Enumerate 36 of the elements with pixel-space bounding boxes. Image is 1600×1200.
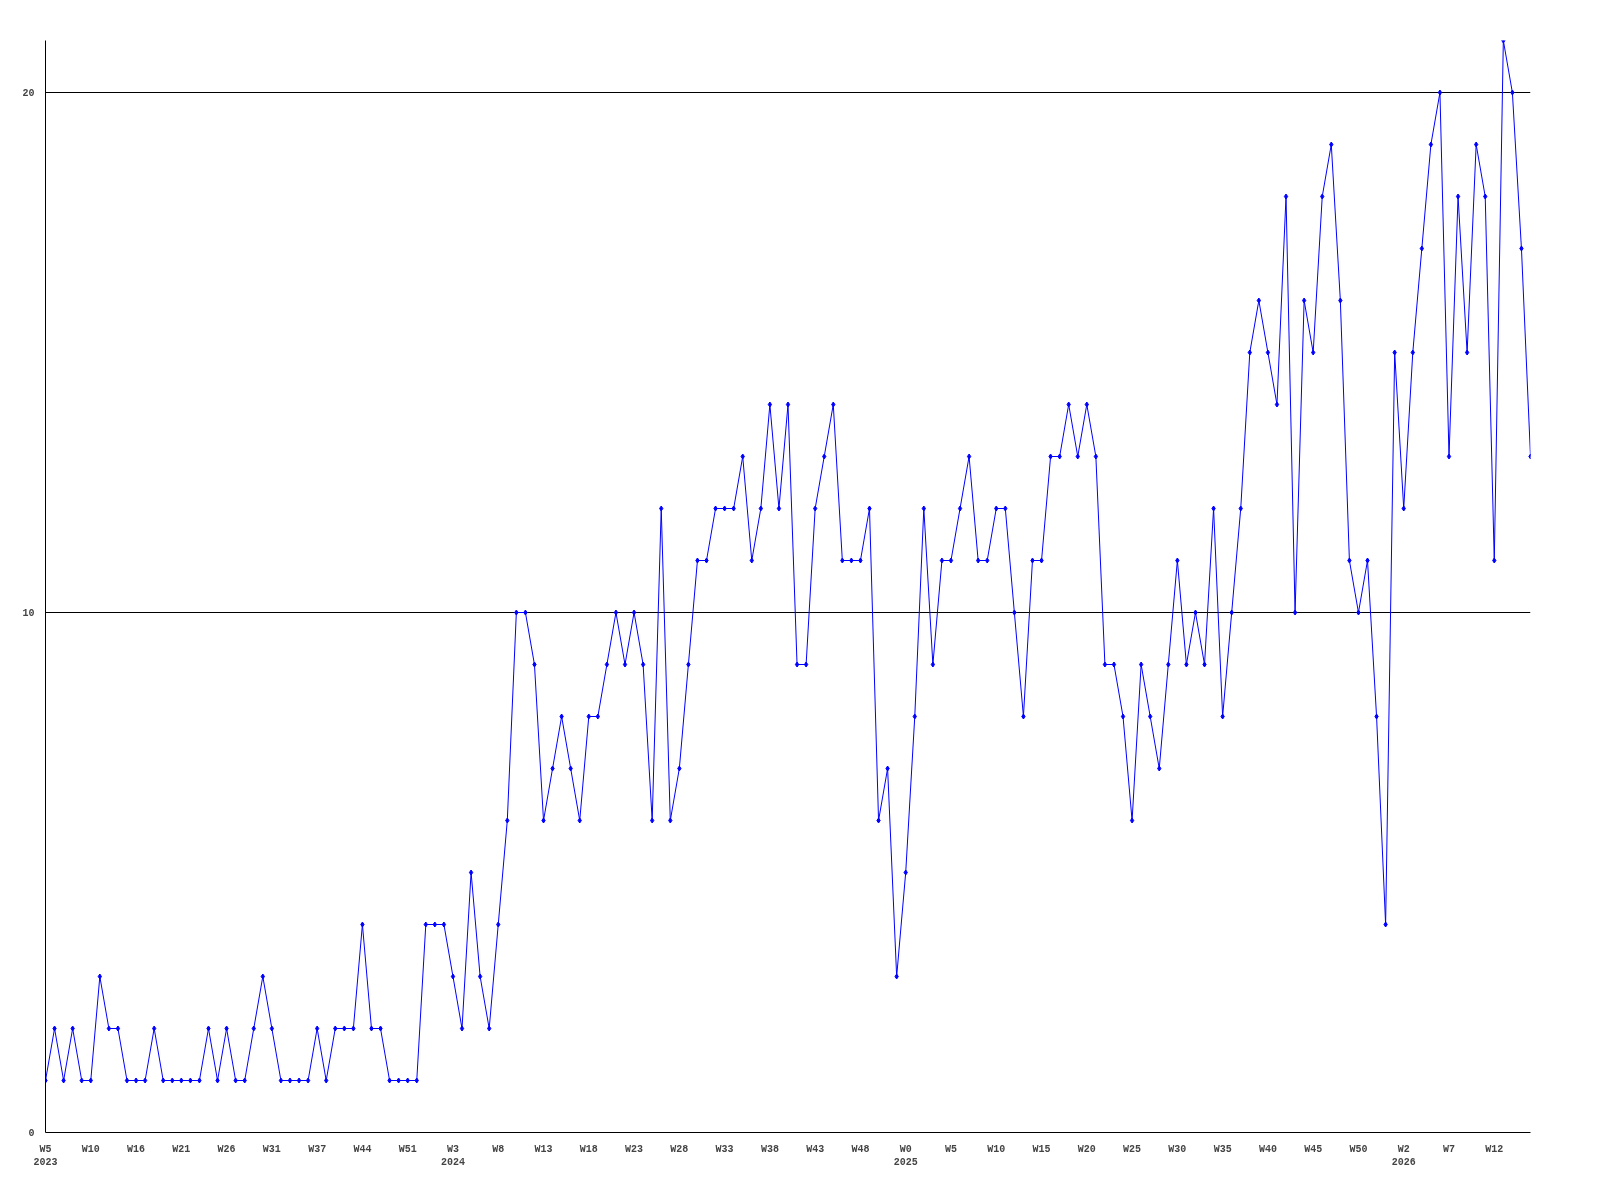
x-tick-label: W10 [81,1143,100,1155]
x-tick-label: W5 [944,1143,957,1155]
x-tick-label: W28 [670,1143,689,1155]
y-tick-label: 0 [28,1128,35,1139]
x-tick-label: W45 [1304,1143,1323,1155]
x-tick-label: W33 [715,1143,734,1155]
x-tick-label: W8 [492,1143,505,1155]
x-tick-label: W2 2026 [1391,1143,1416,1168]
x-tick-label: W5 2023 [33,1143,58,1168]
x-tick-label: W48 [851,1143,870,1155]
x-tick-label: W30 [1168,1143,1187,1155]
x-tick-label: W31 [262,1143,281,1155]
x-tick-label: W21 [172,1143,191,1155]
x-tick-label: W35 [1213,1143,1232,1155]
x-tick-label: W51 [398,1143,417,1155]
x-tick-label: W40 [1258,1143,1277,1155]
x-tick-label: W43 [806,1143,825,1155]
x-tick-label: W15 [1032,1143,1051,1155]
x-tick-label: W26 [217,1143,236,1155]
x-tick-label: W13 [534,1143,553,1155]
y-tick-label: 10 [22,608,35,619]
x-tick-label: W50 [1349,1143,1368,1155]
x-tick-label: W20 [1077,1143,1096,1155]
x-tick-label: W7 [1443,1143,1456,1155]
x-tick-label: W23 [625,1143,644,1155]
x-tick-label: W10 [987,1143,1006,1155]
x-tick-label: W18 [579,1143,598,1155]
x-tick-label: W25 [1123,1143,1142,1155]
x-tick-label: W37 [308,1143,327,1155]
x-tick-label: W3 2024 [440,1143,465,1168]
y-tick-label: 20 [22,88,35,99]
x-tick-label: W12 [1485,1143,1504,1155]
x-tick-label: W44 [353,1143,372,1155]
x-tick-label: W0 2025 [893,1143,918,1168]
x-tick-label: W38 [760,1143,779,1155]
x-tick-label: W16 [127,1143,146,1155]
